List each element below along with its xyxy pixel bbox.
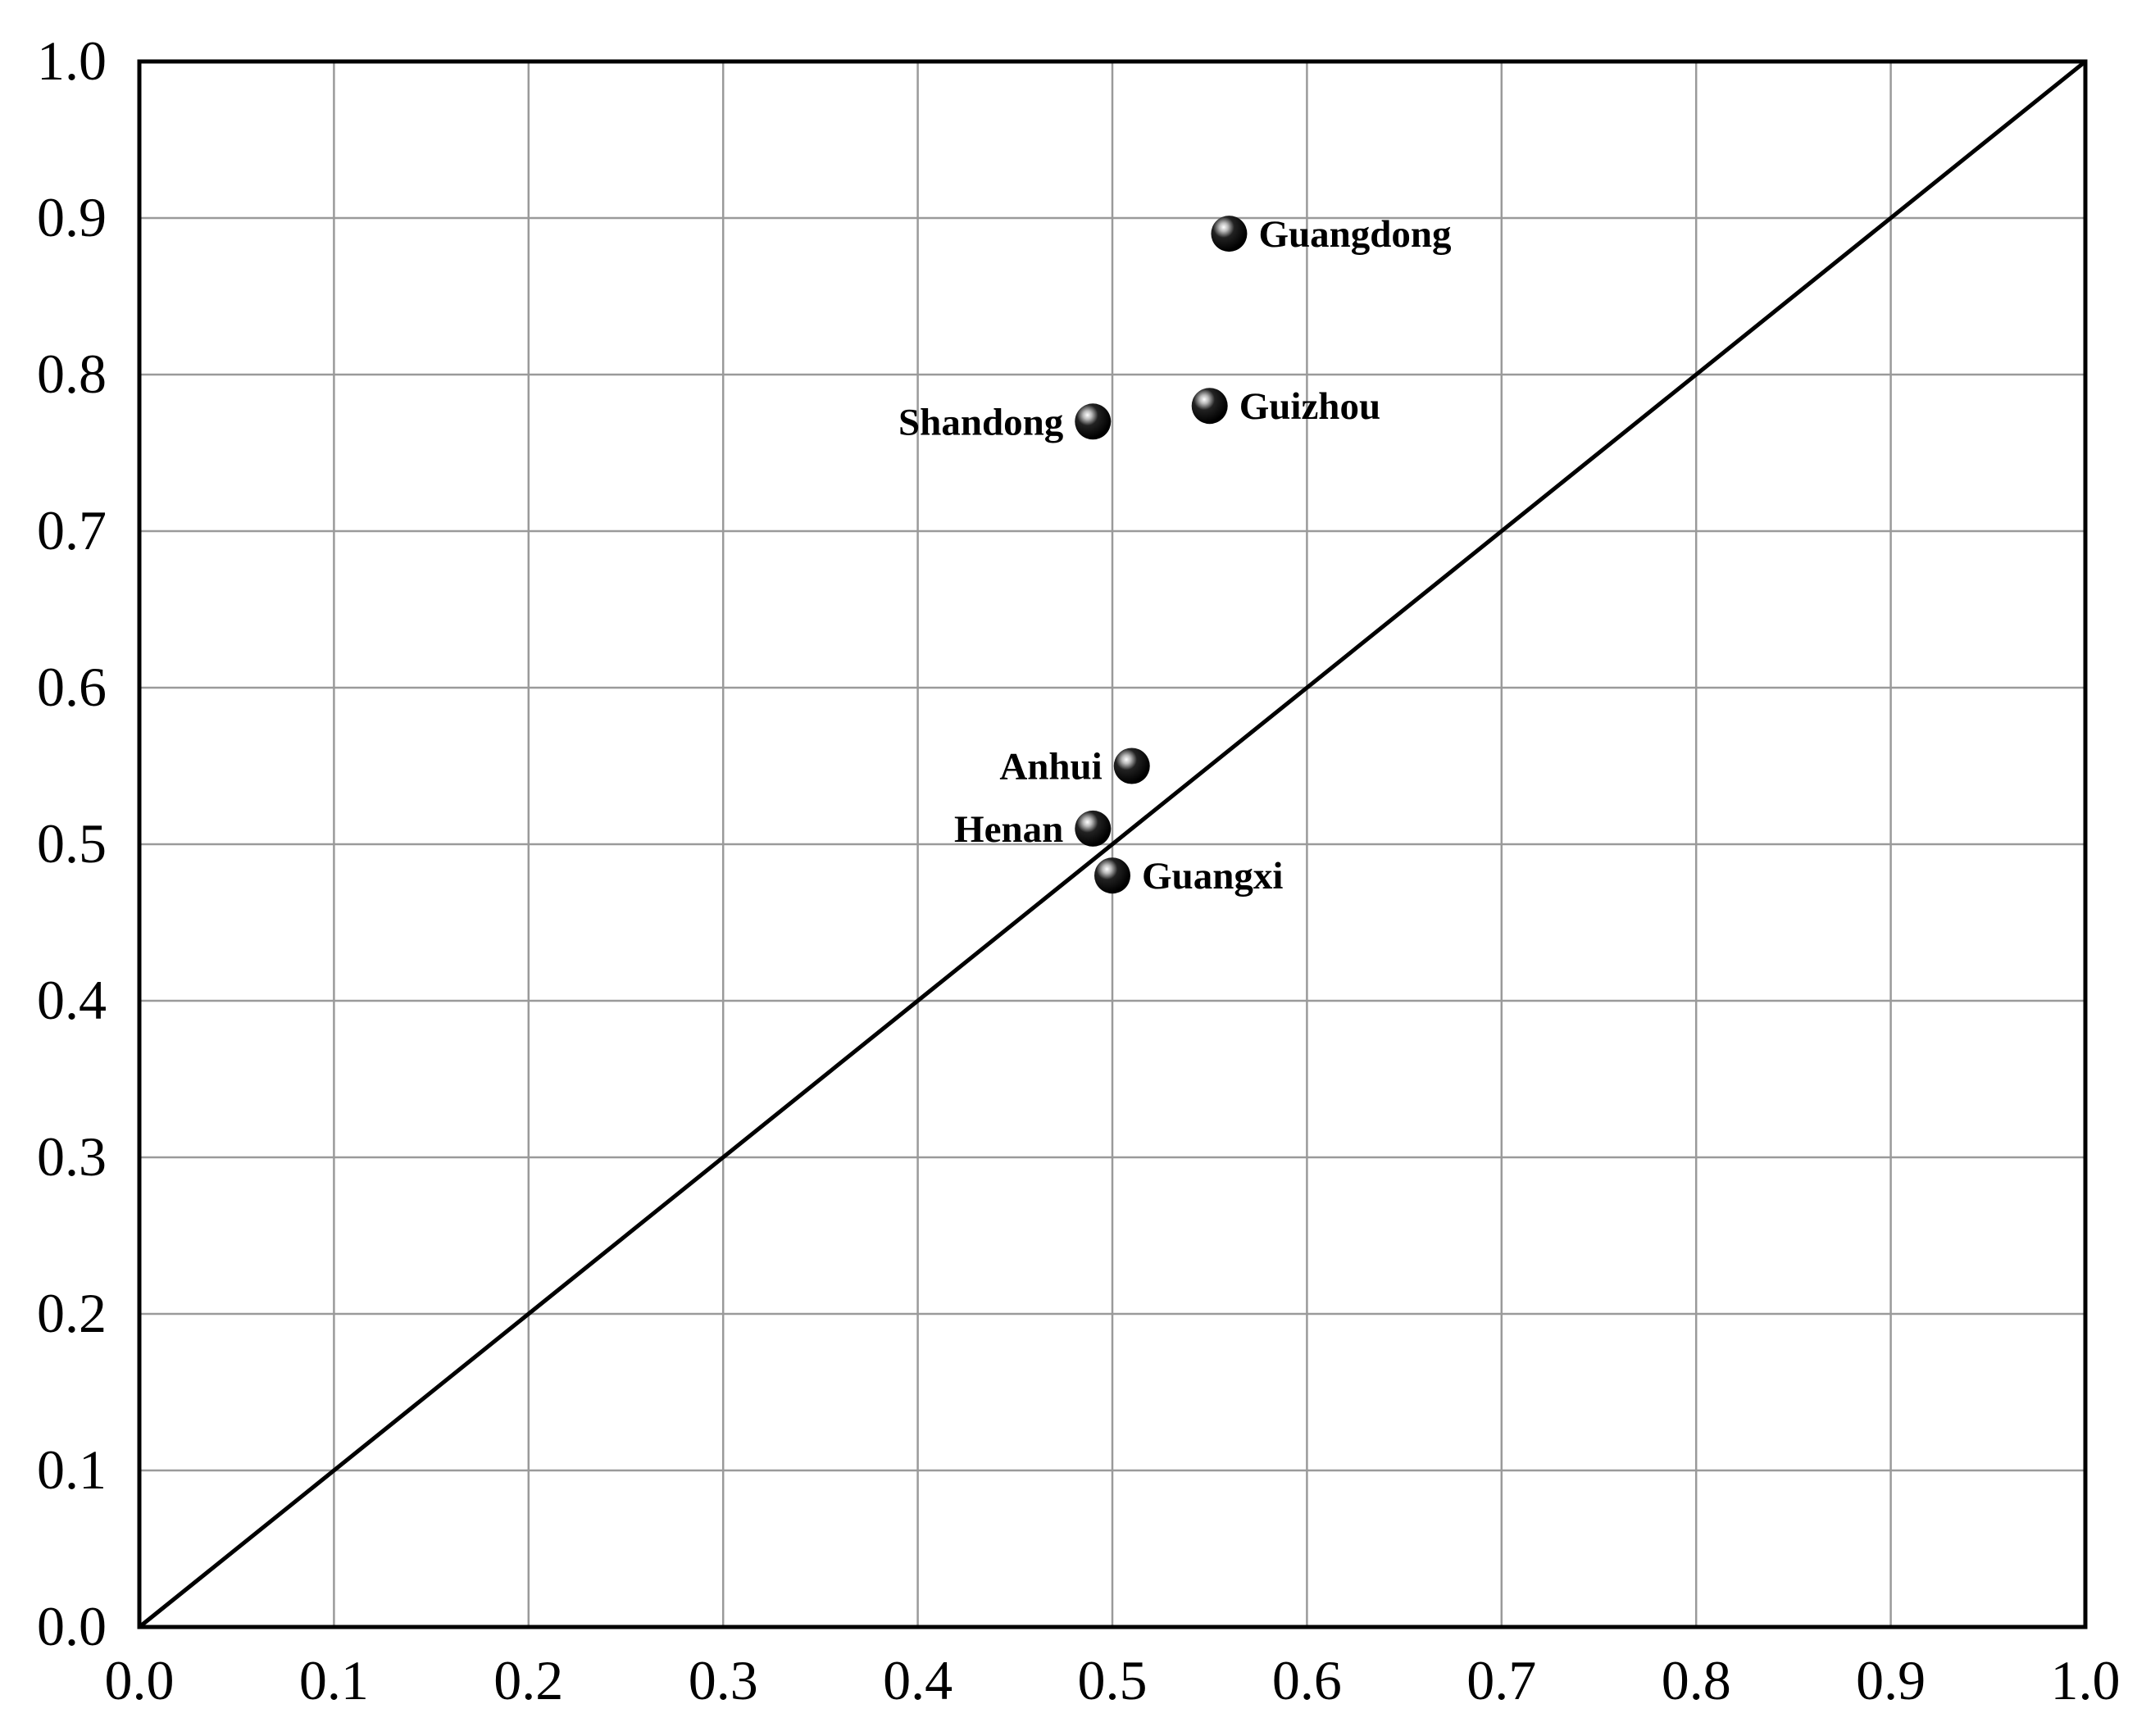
x-tick-label: 0.3 (689, 1649, 758, 1711)
x-tick-label: 0.0 (105, 1649, 175, 1711)
x-tick-label: 0.8 (1662, 1649, 1731, 1711)
data-point-henan (1075, 810, 1112, 847)
y-tick-label: 0.1 (37, 1438, 107, 1501)
x-axis: 0.0 0.1 0.2 0.3 0.4 0.5 0.6 0.7 0.8 0.9 1.0 (105, 1649, 2121, 1711)
plot-frame (137, 59, 2088, 1629)
point-label: Henan (954, 808, 1063, 851)
reference-line-group (138, 60, 2087, 1629)
y-tick-label: 0.9 (37, 186, 107, 248)
diagonal-reference-line (138, 60, 2087, 1629)
y-tick-label: 0.0 (37, 1595, 107, 1657)
x-tick-label: 0.1 (299, 1649, 369, 1711)
y-tick-label: 1.0 (37, 30, 107, 92)
x-tick-label: 0.5 (1078, 1649, 1148, 1711)
x-tick-label: 0.2 (493, 1649, 563, 1711)
x-tick-label: 0.7 (1466, 1649, 1536, 1711)
y-tick-label: 0.8 (37, 343, 107, 405)
point-label: Anhui (999, 746, 1102, 788)
y-tick-label: 0.4 (37, 969, 107, 1031)
point-label: Guangdong (1258, 213, 1452, 256)
y-tick-label: 0.6 (37, 656, 107, 718)
x-tick-label: 0.6 (1272, 1649, 1342, 1711)
data-point-guangxi (1094, 857, 1130, 894)
point-label: Shandong (898, 401, 1064, 443)
point-label: Guangxi (1142, 855, 1283, 898)
y-tick-label: 0.7 (37, 499, 107, 561)
y-tick-label: 0.5 (37, 812, 107, 875)
data-point-anhui (1113, 748, 1150, 784)
data-points: Guangdong Guizhou Shandong Anhui Henan Guangx… (898, 213, 1452, 898)
y-axis: 0.0 0.1 0.2 0.3 0.4 0.5 0.6 0.7 0.8 0.9 1.0 (37, 30, 107, 1657)
y-tick-label: 0.2 (37, 1282, 107, 1344)
data-point-guizhou (1191, 388, 1228, 425)
data-point-shandong (1075, 403, 1112, 440)
data-point-guangdong (1211, 216, 1248, 252)
x-tick-label: 0.4 (883, 1649, 953, 1711)
x-tick-label: 0.9 (1856, 1649, 1926, 1711)
y-tick-label: 0.3 (37, 1125, 107, 1188)
point-label: Guizhou (1239, 385, 1380, 428)
x-tick-label: 1.0 (2051, 1649, 2121, 1711)
